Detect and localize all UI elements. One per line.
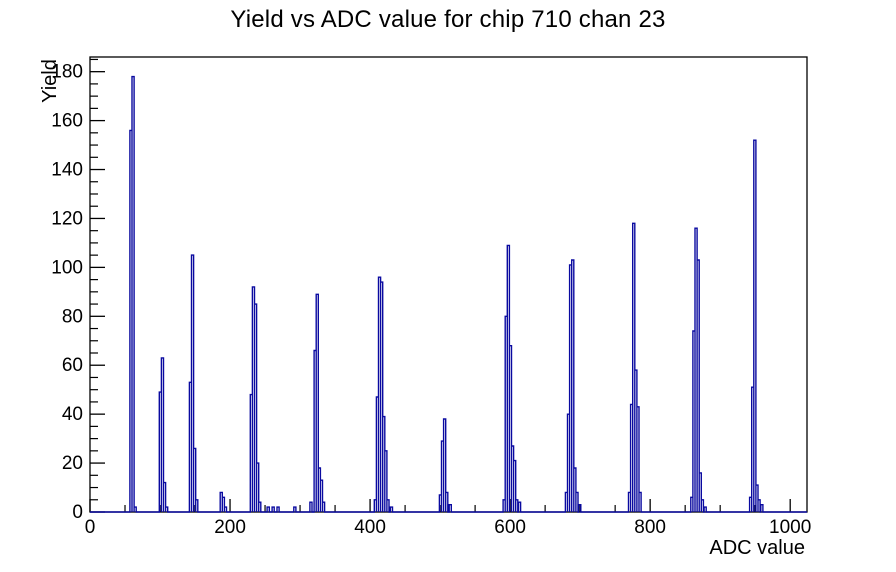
y-tick-label: 120 — [51, 208, 83, 229]
y-tick-label: 80 — [62, 306, 83, 327]
y-tick-label: 20 — [62, 453, 83, 474]
y-tick-label: 140 — [51, 160, 83, 181]
chart-title: Yield vs ADC value for chip 710 chan 23 — [230, 6, 666, 33]
x-tick-label: 800 — [634, 517, 666, 538]
x-tick-label: 600 — [494, 517, 526, 538]
y-tick-label: 100 — [51, 257, 83, 278]
y-tick-label: 0 — [72, 502, 83, 523]
x-tick-label: 400 — [354, 517, 386, 538]
y-tick-label: 180 — [51, 62, 83, 83]
y-tick-label: 40 — [62, 404, 83, 425]
x-tick-label: 0 — [85, 517, 96, 538]
x-tick-label: 200 — [214, 517, 246, 538]
histogram-path — [90, 75, 807, 513]
y-tick-label: 160 — [51, 111, 83, 132]
x-axis-title: ADC value — [709, 537, 805, 559]
x-tick-label: 1000 — [769, 517, 811, 538]
y-tick-label: 60 — [62, 355, 83, 376]
